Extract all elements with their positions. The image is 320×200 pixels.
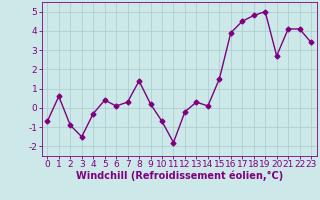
X-axis label: Windchill (Refroidissement éolien,°C): Windchill (Refroidissement éolien,°C) bbox=[76, 171, 283, 181]
